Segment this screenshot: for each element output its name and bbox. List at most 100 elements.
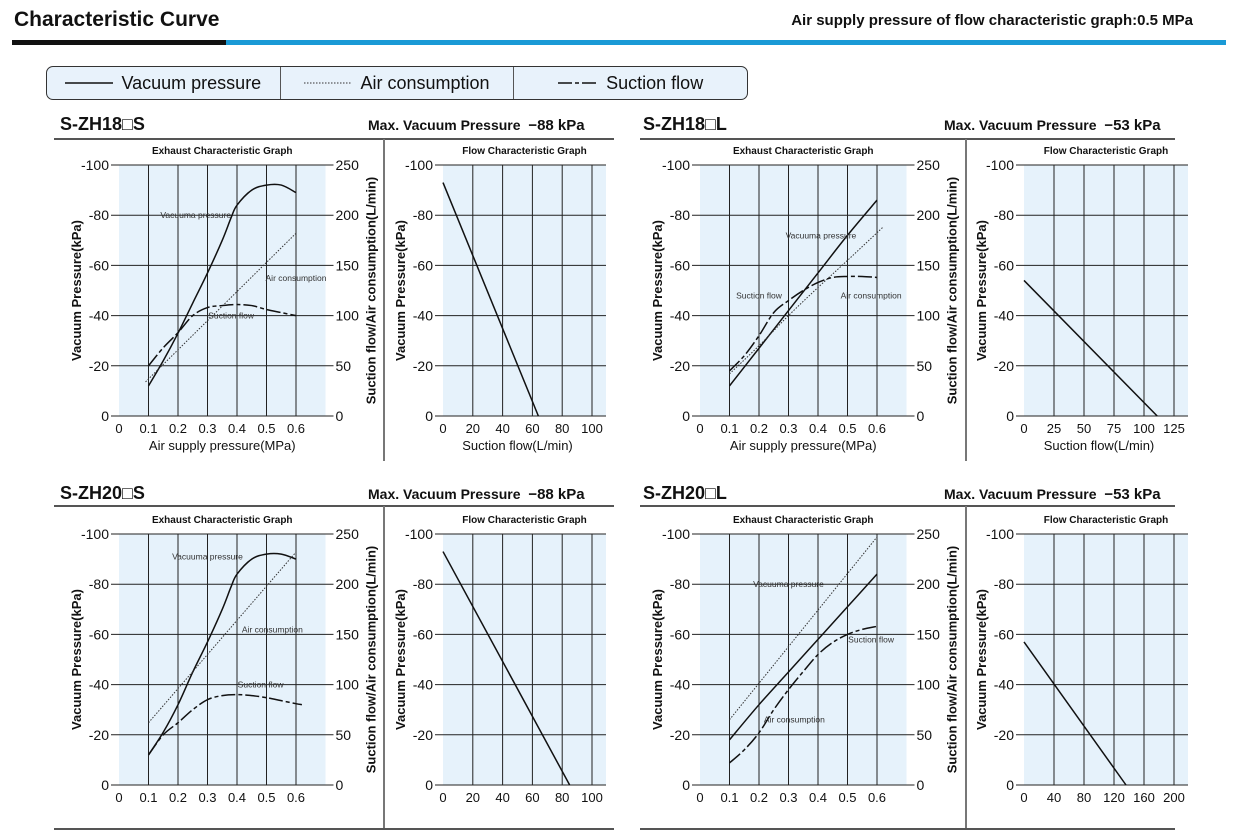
x-tick-label: 0.2 bbox=[750, 790, 768, 805]
y2-tick-label: 200 bbox=[336, 576, 360, 592]
y-tick-label: -80 bbox=[670, 207, 690, 223]
x-tick-label: 200 bbox=[1163, 790, 1185, 805]
title-rule-accent bbox=[226, 40, 1226, 45]
x-tick-label: 0.6 bbox=[868, 421, 886, 436]
dashed-line-icon bbox=[558, 82, 599, 84]
y2-tick-label: 50 bbox=[917, 358, 933, 374]
y2-tick-label: 50 bbox=[917, 727, 933, 743]
x-tick-label: 0 bbox=[439, 790, 446, 805]
y2-axis-label: Suction flow/Air consumption(L/min) bbox=[945, 546, 960, 773]
x-tick-label: 20 bbox=[466, 790, 480, 805]
y-tick-label: -100 bbox=[986, 526, 1014, 542]
y-tick-label: -80 bbox=[89, 576, 109, 592]
model-name: S-ZH18□L bbox=[643, 114, 727, 134]
y-tick-label: 0 bbox=[425, 408, 433, 424]
y2-tick-label: 150 bbox=[917, 626, 941, 642]
x-tick-label: 60 bbox=[525, 421, 539, 436]
y-tick-label: -100 bbox=[405, 157, 433, 173]
y-axis-label: Vacuum Pressure(kPa) bbox=[650, 589, 665, 730]
y-tick-label: -100 bbox=[81, 157, 109, 173]
plot-background bbox=[443, 534, 606, 785]
x-axis-label: Air supply pressure(MPa) bbox=[149, 438, 296, 453]
y2-tick-label: 250 bbox=[917, 157, 941, 173]
x-tick-label: 25 bbox=[1047, 421, 1061, 436]
y2-tick-label: 250 bbox=[917, 526, 941, 542]
y2-axis-label: Suction flow/Air consumption(L/min) bbox=[945, 177, 960, 404]
model-name: S-ZH20□S bbox=[60, 483, 145, 503]
max-vacuum-label: Max. Vacuum Pressure bbox=[944, 117, 1097, 133]
x-tick-label: 100 bbox=[581, 421, 603, 436]
y2-axis-label: Suction flow/Air consumption(L/min) bbox=[364, 177, 379, 404]
max-vacuum-value: −53 kPa bbox=[1104, 486, 1161, 503]
x-tick-label: 0.5 bbox=[838, 790, 856, 805]
title-rule bbox=[12, 40, 226, 45]
y2-tick-label: 150 bbox=[336, 257, 360, 273]
x-tick-label: 0.4 bbox=[809, 790, 827, 805]
y-tick-label: -80 bbox=[670, 576, 690, 592]
series-annotation: Vacuuma pressure bbox=[753, 579, 824, 589]
panel-divider bbox=[383, 506, 385, 828]
section-rule bbox=[640, 828, 1175, 830]
chart-title: Exhaust Characteristic Graph bbox=[152, 146, 293, 157]
section-rule bbox=[54, 138, 614, 140]
y2-axis-label: Suction flow/Air consumption(L/min) bbox=[364, 546, 379, 773]
section-rule bbox=[640, 138, 1175, 140]
y-tick-label: -40 bbox=[89, 308, 109, 324]
y-tick-label: -20 bbox=[89, 727, 109, 743]
y-tick-label: 0 bbox=[101, 408, 109, 424]
x-tick-label: 80 bbox=[555, 790, 569, 805]
series-annotation: Suction flow bbox=[848, 634, 895, 644]
x-tick-label: 0.4 bbox=[228, 421, 246, 436]
section-rule bbox=[54, 505, 614, 507]
series-air-consumption bbox=[729, 536, 878, 721]
series-vacuum-pressure bbox=[147, 552, 297, 756]
chart-title: Exhaust Characteristic Graph bbox=[733, 515, 874, 526]
page-title: Characteristic Curve bbox=[14, 8, 220, 31]
legend-label: Vacuum pressure bbox=[121, 72, 262, 93]
x-tick-label: 20 bbox=[466, 421, 480, 436]
y-tick-label: -40 bbox=[670, 677, 690, 693]
chart-zh18l-flow: 0 -20 -40 -60 -80 -100 0 25 50 75 100 125 Flow Chara… bbox=[974, 146, 1188, 453]
y2-tick-label: 50 bbox=[336, 727, 352, 743]
y-axis-label: Vacuum Pressure(kPa) bbox=[974, 220, 989, 361]
series-vacuum-pressure bbox=[442, 182, 540, 417]
chart-zh20l-flow: 0 -20 -40 -60 -80 -100 0 40 80 120 160 200 Flow Char… bbox=[974, 515, 1188, 805]
y-tick-label: -60 bbox=[413, 626, 433, 642]
y-tick-label: 0 bbox=[1006, 777, 1014, 793]
x-tick-label: 0.3 bbox=[198, 421, 216, 436]
x-tick-label: 0 bbox=[115, 790, 122, 805]
series-annotation: Suction flow bbox=[736, 291, 783, 301]
legend-item-vacuum-pressure: Vacuum pressure bbox=[47, 67, 281, 99]
y2-tick-label: 100 bbox=[917, 677, 941, 693]
x-tick-label: 80 bbox=[555, 421, 569, 436]
y2-tick-label: 150 bbox=[336, 626, 360, 642]
x-tick-label: 60 bbox=[525, 790, 539, 805]
x-tick-label: 40 bbox=[1047, 790, 1061, 805]
max-vacuum-value: −53 kPa bbox=[1104, 117, 1161, 134]
plot-background bbox=[1024, 534, 1188, 785]
y-tick-label: -20 bbox=[994, 727, 1014, 743]
y-tick-label: -100 bbox=[662, 526, 690, 542]
series-suction-flow bbox=[729, 625, 878, 764]
series-annotation: Air consumption bbox=[764, 715, 825, 725]
x-tick-label: 0.2 bbox=[169, 421, 187, 436]
plot-background bbox=[1024, 165, 1188, 416]
chart-title: Flow Characteristic Graph bbox=[462, 146, 586, 157]
chart-title: Exhaust Characteristic Graph bbox=[152, 515, 293, 526]
x-tick-label: 0.3 bbox=[779, 790, 797, 805]
x-axis-label: Suction flow(L/min) bbox=[1044, 438, 1155, 453]
x-tick-label: 50 bbox=[1077, 421, 1091, 436]
plot-background bbox=[443, 165, 606, 416]
y-tick-label: -60 bbox=[413, 257, 433, 273]
y-tick-label: 0 bbox=[425, 777, 433, 793]
legend-item-air-consumption: Air consumption bbox=[281, 67, 515, 99]
chart-title: Flow Characteristic Graph bbox=[1044, 515, 1168, 526]
y-tick-label: -60 bbox=[994, 626, 1014, 642]
y-axis-label: Vacuum Pressure(kPa) bbox=[69, 220, 84, 361]
y2-tick-label: 200 bbox=[917, 207, 941, 223]
plot-background bbox=[700, 534, 907, 785]
y2-tick-label: 150 bbox=[917, 257, 941, 273]
